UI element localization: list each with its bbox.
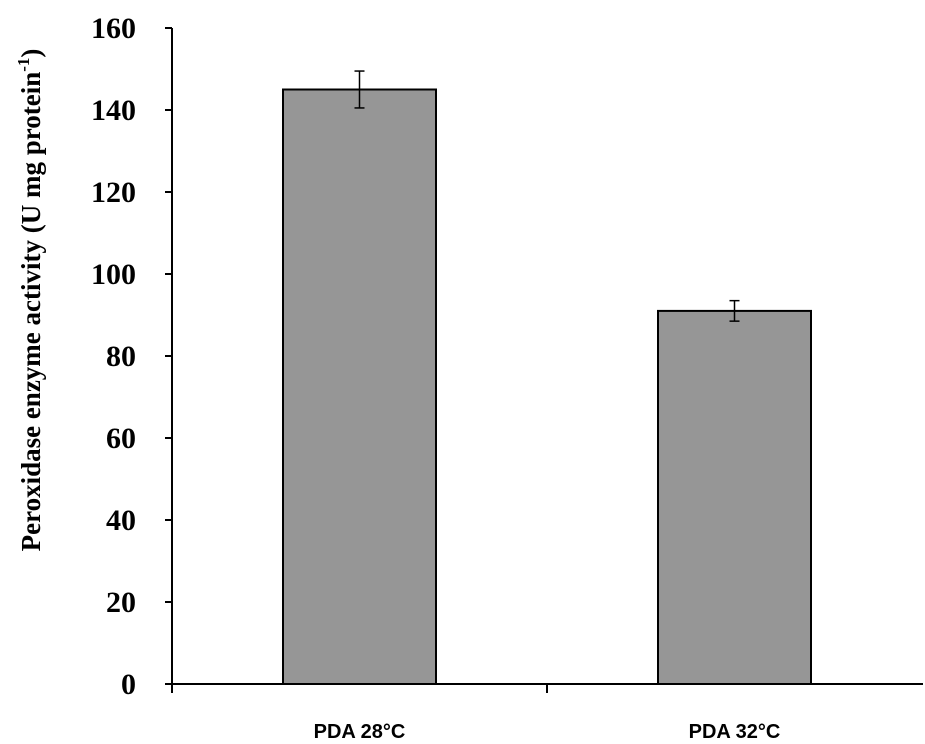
x-ticks-group xyxy=(171,684,548,693)
y-tick-label: 160 xyxy=(91,12,136,45)
y-tick-label: 20 xyxy=(106,586,136,619)
error-bars-group xyxy=(354,70,740,322)
y-tick-label: 80 xyxy=(106,340,136,373)
bars-group xyxy=(282,88,812,685)
y-axis-title-end: ) xyxy=(16,49,46,58)
y-tick-label: 40 xyxy=(106,504,136,537)
y-axis-title: Peroxidase enzyme activity (U mg protein… xyxy=(14,49,46,552)
x-category-label: PDA 32°C xyxy=(689,721,781,743)
y-axis-title-superscript: -1 xyxy=(14,58,33,72)
y-tick-label: 120 xyxy=(91,176,136,209)
x-category-labels: PDA 28°C PDA 32°C xyxy=(314,721,781,743)
x-category-label: PDA 28°C xyxy=(314,721,406,743)
bar xyxy=(282,88,437,685)
y-tick-label: 140 xyxy=(91,94,136,127)
y-tick-label: 0 xyxy=(121,668,136,701)
bar xyxy=(657,309,812,685)
y-axis-title-main: Peroxidase enzyme activity (U mg protein xyxy=(16,72,46,552)
y-tick-label: 100 xyxy=(91,258,136,291)
y-ticks-group: 0 20 40 60 80 100 120 140 160 xyxy=(91,12,172,701)
y-tick-label: 60 xyxy=(106,422,136,455)
